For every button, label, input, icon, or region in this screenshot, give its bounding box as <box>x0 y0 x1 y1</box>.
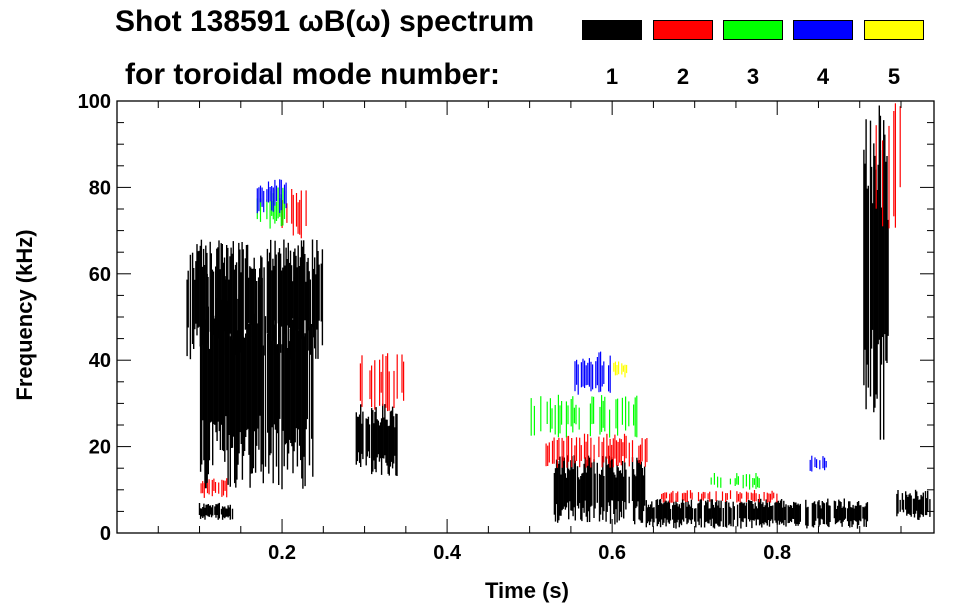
y-tick-label: 60 <box>89 264 111 286</box>
y-tick-label: 0 <box>100 523 111 545</box>
spectrum-region-mode-2 <box>359 353 405 412</box>
spectrum-region-mode-4 <box>574 351 611 395</box>
spectrum-region-mode-3 <box>710 473 760 490</box>
spectrum-region-mode-3 <box>256 187 286 229</box>
y-tick-label: 100 <box>78 91 111 113</box>
chart-title-line2: for toroidal mode number: <box>125 58 500 91</box>
y-tick-label: 20 <box>89 437 111 459</box>
spectrum-region-mode-4 <box>256 179 287 214</box>
spectrum-marks <box>186 103 931 529</box>
x-axis-label: Time (s) <box>485 578 569 603</box>
plot-axes: 0.2 0.4 0.6 0.8 0 20 40 60 80 100 <box>78 91 935 564</box>
legend-swatch-mode-4 <box>793 20 853 40</box>
x-tick-label: 0.8 <box>763 542 791 564</box>
legend-label-mode-1: 1 <box>605 64 619 89</box>
chart-title-line1: Shot 138591 ωB(ω) spectrum <box>115 5 535 38</box>
spectrum-region-mode-5 <box>613 361 628 378</box>
y-tick-label: 40 <box>89 350 111 372</box>
spectrum-region-mode-1 <box>645 498 869 529</box>
legend-swatch-mode-2 <box>653 20 713 40</box>
y-tick-label: 80 <box>89 177 111 199</box>
legend-label-mode-3: 3 <box>746 64 760 89</box>
legend-swatch-mode-3 <box>723 20 783 40</box>
spectrum-region-mode-1 <box>199 273 314 490</box>
spectrum-region-mode-1 <box>863 105 889 440</box>
spectrum-region-mode-2 <box>200 478 228 498</box>
legend-label-mode-5: 5 <box>887 64 901 89</box>
spectrum-region-mode-1 <box>553 455 646 525</box>
x-tick-label: 0.6 <box>598 542 626 564</box>
spectrum-region-mode-3 <box>530 394 638 438</box>
legend-swatch-mode-1 <box>582 20 642 40</box>
legend-label-mode-4: 4 <box>816 64 830 89</box>
legend-label-mode-2: 2 <box>676 64 690 89</box>
spectrum-region-mode-2 <box>281 189 307 239</box>
spectrum-region-mode-2 <box>661 490 778 503</box>
y-axis-label: Frequency (kHz) <box>12 229 37 400</box>
spectrum-region-mode-1 <box>198 502 234 520</box>
spectrum-region-mode-2 <box>875 103 901 229</box>
spectrum-region-mode-1 <box>355 403 398 476</box>
spectrum-region-mode-2 <box>545 433 648 468</box>
x-tick-label: 0.2 <box>268 542 296 564</box>
spectrum-region-mode-4 <box>809 455 827 472</box>
legend-swatch-mode-5 <box>864 20 924 40</box>
spectrum-region-mode-1 <box>896 489 931 520</box>
x-tick-label: 0.4 <box>433 542 462 564</box>
